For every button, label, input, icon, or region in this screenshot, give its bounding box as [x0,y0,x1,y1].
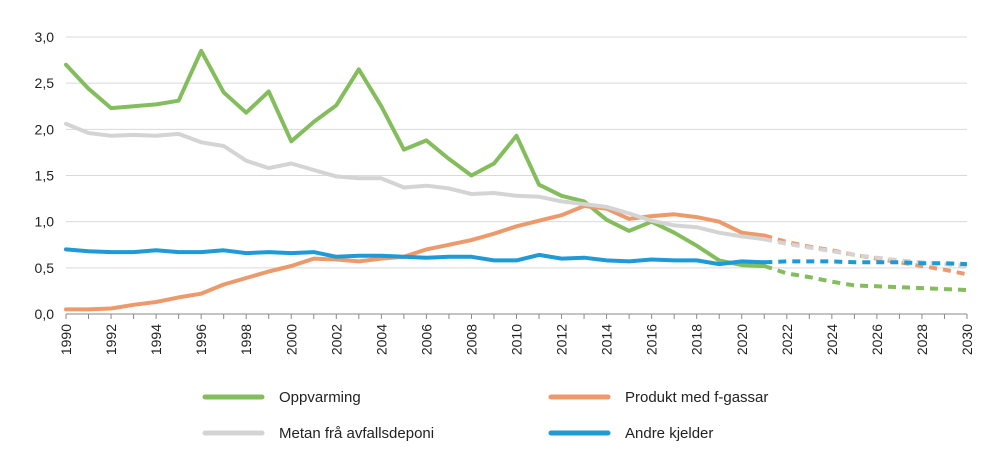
x-tick-label: 2024 [824,324,840,355]
legend-item-oppvarming: Oppvarming [202,389,361,406]
series-line-produkt-med-f-gassar [64,204,767,312]
legend-label-oppvarming: Oppvarming [279,389,361,406]
x-tick-label: 2000 [283,324,299,355]
series-line-metan-fra-avfallsdeponi [64,121,767,242]
x-tick-label: 1996 [193,324,209,355]
y-tick-label: 2,0 [35,121,55,137]
x-tick-label: 2008 [463,324,479,355]
gridlines [66,36,967,315]
x-tick-label: 2004 [373,324,389,355]
x-tick-label: 1998 [238,324,254,355]
x-tick-label: 2012 [554,324,570,355]
x-tick-label: 2030 [959,324,975,355]
x-tick-label: 2026 [869,324,885,355]
legend: Oppvarming Produkt med f-gassar Metan fr… [202,389,768,442]
x-tick-label: 2020 [734,324,750,355]
x-tick-label: 1990 [58,324,74,355]
axes: 0,0 0,5 1,0 1,5 2,0 2,5 3,0 1990 1992 1994 1996 199… [35,29,975,355]
x-tick-label: 2018 [689,324,705,355]
legend-item-metan-fra-avfallsdeponi: Metan frå avfallsdeponi [202,425,434,442]
x-tick-label: 2010 [509,324,525,355]
legend-item-produkt-med-f-gassar: Produkt med f-gassar [548,389,768,406]
y-tick-label: 2,5 [35,75,55,91]
series-line-oppvarming [64,48,767,268]
x-tick-label: 2014 [599,324,615,355]
legend-label-produkt-med-f-gassar: Produkt med f-gassar [625,389,768,406]
legend-label-metan-fra-avfallsdeponi: Metan frå avfallsdeponi [279,425,434,442]
series-line-andre-kjelder [64,247,767,267]
x-tick-label: 2006 [418,324,434,355]
series-projection-andre-kjelder [764,259,968,267]
y-tick-label: 1,5 [35,168,55,184]
x-tick-label: 2022 [779,324,795,355]
y-tick-label: 0,0 [35,306,55,322]
series-projection-oppvarming [763,264,968,292]
x-tick-label: 2016 [644,324,660,355]
y-tick-label: 0,5 [35,260,55,276]
x-tick-label: 1994 [148,324,164,355]
legend-item-andre-kjelder: Andre kjelder [548,425,713,442]
x-tick-label: 2002 [328,324,344,355]
series-lines [64,48,968,312]
y-tick-label: 1,0 [35,214,55,230]
x-tick-label: 2028 [914,324,930,355]
y-tick-label: 3,0 [35,29,55,45]
legend-label-andre-kjelder: Andre kjelder [625,425,713,442]
x-tick-label: 1992 [103,324,119,355]
